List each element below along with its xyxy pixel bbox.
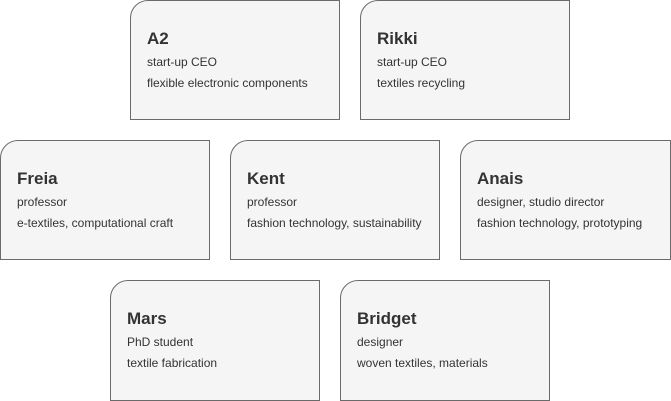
persona-role: start-up CEO bbox=[377, 55, 448, 69]
persona-card-a2: A2 start-up CEO flexible electronic comp… bbox=[130, 0, 340, 120]
persona-name: Mars bbox=[127, 309, 167, 328]
persona-role: professor bbox=[247, 195, 298, 209]
persona-focus: woven textiles, materials bbox=[357, 356, 488, 370]
persona-focus: textile fabrication bbox=[127, 356, 218, 370]
persona-focus: fashion technology, sustainability bbox=[247, 216, 422, 230]
persona-card-rikki: Rikki start-up CEO textiles recycling bbox=[360, 0, 570, 120]
persona-card-freia: Freia professor e-textiles, computationa… bbox=[0, 140, 210, 260]
persona-role: designer bbox=[357, 335, 404, 349]
persona-card-mars: Mars PhD student textile fabrication bbox=[110, 280, 320, 401]
persona-name: Kent bbox=[247, 169, 285, 188]
persona-name: Rikki bbox=[377, 29, 418, 48]
persona-role: designer, studio director bbox=[477, 195, 605, 209]
persona-name: A2 bbox=[147, 29, 169, 48]
persona-card-anais: Anais designer, studio director fashion … bbox=[460, 140, 671, 260]
persona-card-bridget: Bridget designer woven textiles, materia… bbox=[340, 280, 550, 401]
persona-focus: textiles recycling bbox=[377, 76, 466, 90]
persona-role: PhD student bbox=[127, 335, 194, 349]
persona-card-kent: Kent professor fashion technology, susta… bbox=[230, 140, 440, 260]
persona-focus: fashion technology, prototyping bbox=[477, 216, 643, 230]
persona-focus: flexible electronic components bbox=[147, 76, 308, 90]
persona-role: start-up CEO bbox=[147, 55, 218, 69]
persona-name: Freia bbox=[17, 169, 58, 188]
persona-focus: e-textiles, computational craft bbox=[17, 216, 174, 230]
persona-role: professor bbox=[17, 195, 68, 209]
persona-name: Anais bbox=[477, 169, 524, 188]
persona-name: Bridget bbox=[357, 309, 417, 328]
